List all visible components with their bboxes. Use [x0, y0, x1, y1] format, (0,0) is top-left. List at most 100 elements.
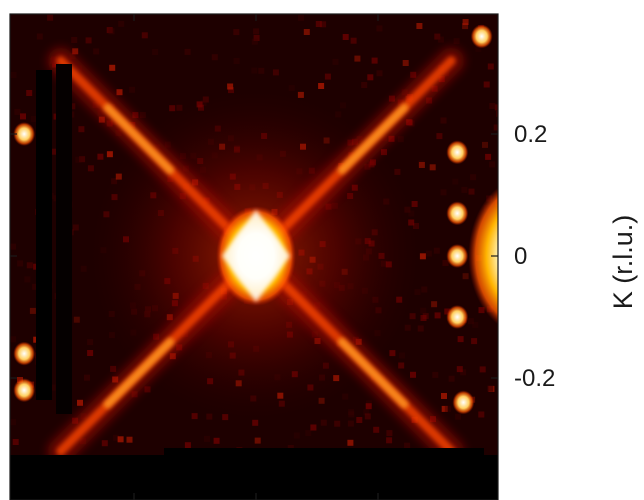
noise-pixel [251, 38, 258, 45]
noise-pixel [24, 276, 31, 283]
noise-pixel [324, 73, 331, 80]
noise-pixel [108, 28, 115, 35]
edge-peak [470, 24, 493, 49]
noise-pixel [347, 439, 354, 446]
noise-pixel [361, 82, 368, 88]
noise-pixel [71, 37, 78, 43]
detector-gap-bottom-right [164, 448, 484, 458]
noise-pixel [233, 29, 240, 36]
noise-pixel [315, 21, 322, 27]
noise-pixel [479, 366, 486, 373]
y-tick-label: 0 [514, 243, 527, 270]
diffuse-rod-bright-segment [337, 337, 409, 409]
noise-pixel [252, 419, 259, 426]
diffuse-rod-bright-segment [337, 103, 409, 175]
noise-pixel [452, 178, 459, 185]
noise-pixel [460, 369, 467, 376]
noise-pixel [129, 86, 136, 93]
noise-pixel [489, 161, 496, 168]
noise-pixel [251, 67, 258, 74]
noise-pixel [441, 405, 448, 412]
central-bragg-peak-core [222, 210, 290, 302]
diffuse-rod-bright-segment [103, 103, 175, 175]
edge-peak [13, 122, 36, 146]
y-tick-label: -0.2 [514, 365, 555, 392]
noise-pixel [29, 307, 36, 314]
noise-pixel [320, 419, 327, 426]
noise-pixel [10, 243, 16, 250]
noise-pixel [26, 262, 33, 269]
noise-pixel [376, 25, 383, 32]
noise-pixel [72, 224, 79, 231]
noise-pixel [350, 37, 357, 44]
noise-pixel [376, 70, 383, 77]
noise-pixel [332, 58, 339, 65]
noise-pixel [478, 411, 485, 418]
noise-pixel [462, 19, 469, 25]
noise-pixel [367, 74, 374, 81]
y-axis-label: K (r.l.u.) [608, 215, 638, 310]
noise-pixel [354, 55, 361, 62]
noise-pixel [485, 153, 492, 160]
noise-pixel [36, 33, 43, 40]
noise-pixel [298, 14, 304, 21]
noise-pixel [184, 442, 191, 449]
noise-pixel [101, 440, 108, 447]
noise-pixel [30, 116, 37, 122]
noise-pixel [493, 124, 498, 131]
noise-pixel [404, 442, 411, 449]
noise-pixel [448, 375, 455, 382]
axis-ticks [10, 14, 498, 500]
noise-pixel [85, 37, 92, 44]
noise-pixel [73, 316, 80, 323]
noise-pixel [258, 67, 265, 74]
noise-pixel [303, 29, 310, 35]
noise-pixel [483, 81, 490, 88]
edge-peak [13, 341, 36, 366]
edge-peak [446, 244, 469, 268]
diffuse-rod-bright-segment [103, 337, 175, 409]
noise-pixel [305, 430, 312, 437]
neighbor-bragg-peak [468, 186, 498, 326]
noise-pixel [434, 33, 441, 40]
noise-pixel [233, 58, 240, 64]
noise-pixel [457, 336, 464, 343]
noise-pixel [126, 436, 133, 443]
noise-pixel [418, 160, 425, 167]
noise-pixel [152, 49, 159, 55]
noise-pixel [453, 38, 460, 45]
noise-pixel [141, 32, 148, 39]
noise-pixel [93, 48, 100, 55]
noise-pixel [79, 156, 86, 163]
noise-pixel [12, 439, 19, 445]
noise-pixel [468, 188, 475, 195]
noise-pixel [421, 286, 428, 293]
plot-frame [9, 13, 499, 500]
noise-pixel [470, 174, 477, 181]
edge-peak [452, 390, 475, 415]
noise-pixel [461, 186, 468, 193]
noise-pixel [293, 432, 300, 439]
noise-pixel [184, 48, 191, 55]
noise-pixel [32, 283, 39, 290]
noise-pixel [318, 83, 325, 89]
noise-pixel [441, 393, 447, 399]
noise-pixel [419, 253, 426, 260]
noise-pixel [253, 28, 260, 35]
noise-pixel [72, 48, 79, 55]
noise-pixel [47, 14, 54, 21]
noise-pixel [288, 85, 295, 92]
noise-pixel [487, 385, 494, 392]
noise-pixel [17, 260, 24, 267]
noise-pixel [118, 20, 125, 27]
noise-pixel [78, 126, 85, 133]
noise-pixel [436, 133, 443, 140]
noise-pixel [420, 315, 427, 321]
noise-pixel [10, 419, 16, 426]
noise-pixel [444, 405, 451, 412]
noise-pixel [425, 250, 432, 257]
noise-pixel [442, 259, 449, 266]
detector-gap-bottom [10, 455, 498, 500]
noise-pixel [204, 435, 210, 442]
